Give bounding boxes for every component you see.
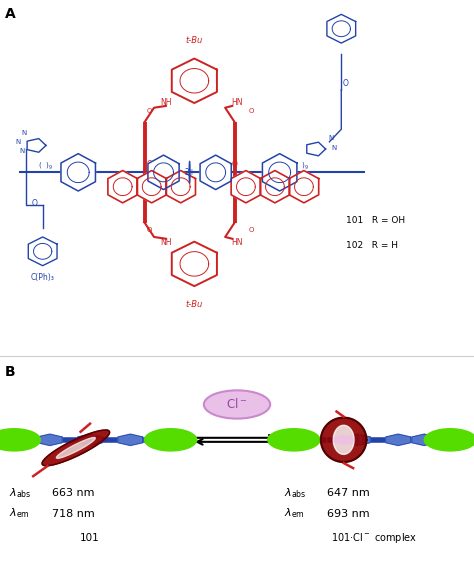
- Polygon shape: [172, 58, 217, 103]
- Text: $\lambda_{\mathrm{em}}$: $\lambda_{\mathrm{em}}$: [9, 507, 30, 521]
- Text: O: O: [146, 108, 152, 114]
- Polygon shape: [346, 434, 370, 445]
- Polygon shape: [166, 171, 195, 203]
- Text: 9: 9: [49, 165, 52, 171]
- Polygon shape: [260, 171, 290, 203]
- Text: $\lambda_{\mathrm{abs}}$: $\lambda_{\mathrm{abs}}$: [284, 486, 307, 500]
- Text: t-Bu: t-Bu: [186, 36, 203, 45]
- Text: HN: HN: [231, 98, 243, 107]
- Text: N: N: [15, 139, 20, 145]
- Polygon shape: [386, 434, 410, 445]
- Text: ): ): [45, 162, 48, 168]
- Text: 102   R = H: 102 R = H: [346, 241, 398, 250]
- Text: N: N: [328, 135, 334, 141]
- Text: A: A: [5, 7, 16, 21]
- Text: ): ): [301, 162, 304, 168]
- Text: (: (: [38, 162, 41, 168]
- Circle shape: [424, 429, 474, 451]
- Text: (: (: [294, 162, 297, 168]
- Text: 101   R = OH: 101 R = OH: [346, 215, 405, 224]
- Text: O: O: [343, 79, 349, 88]
- Text: NH: NH: [160, 238, 172, 247]
- Polygon shape: [200, 155, 231, 190]
- Polygon shape: [412, 434, 437, 445]
- Text: N: N: [19, 148, 25, 154]
- Polygon shape: [37, 434, 62, 445]
- Polygon shape: [263, 154, 297, 191]
- Polygon shape: [137, 171, 166, 203]
- Text: $\lambda_{\mathrm{abs}}$: $\lambda_{\mathrm{abs}}$: [9, 486, 32, 500]
- Polygon shape: [148, 155, 179, 190]
- Text: O: O: [248, 108, 254, 114]
- Polygon shape: [78, 434, 102, 445]
- Text: NH: NH: [160, 98, 172, 107]
- Text: 663 nm: 663 nm: [52, 489, 95, 498]
- Circle shape: [0, 429, 40, 451]
- Text: O: O: [232, 160, 237, 169]
- Polygon shape: [289, 171, 319, 203]
- Text: N: N: [21, 130, 27, 136]
- Circle shape: [268, 429, 320, 451]
- Polygon shape: [321, 417, 366, 462]
- Text: t-Bu: t-Bu: [186, 300, 203, 309]
- Text: 2+: 2+: [184, 168, 195, 177]
- Polygon shape: [327, 15, 356, 43]
- Text: HN: HN: [231, 238, 243, 247]
- Polygon shape: [172, 242, 217, 286]
- Circle shape: [145, 429, 197, 451]
- Circle shape: [204, 390, 270, 419]
- Text: 9: 9: [305, 165, 308, 171]
- Polygon shape: [56, 438, 95, 458]
- Polygon shape: [28, 237, 57, 266]
- Text: C(Ph)₃: C(Ph)₃: [31, 273, 55, 282]
- Text: O: O: [32, 200, 37, 209]
- Ellipse shape: [334, 436, 353, 444]
- Polygon shape: [61, 154, 95, 191]
- Text: O: O: [146, 160, 152, 169]
- Text: B: B: [5, 365, 15, 379]
- Text: O: O: [248, 227, 254, 233]
- Polygon shape: [231, 171, 261, 203]
- Text: $\lambda_{\mathrm{em}}$: $\lambda_{\mathrm{em}}$: [284, 507, 305, 521]
- Text: 693 nm: 693 nm: [327, 509, 370, 518]
- Text: R: R: [149, 173, 155, 182]
- Text: 101: 101: [80, 533, 100, 543]
- Text: O: O: [146, 227, 152, 233]
- Text: N: N: [332, 145, 337, 151]
- Polygon shape: [333, 425, 354, 454]
- Polygon shape: [108, 171, 137, 203]
- Polygon shape: [118, 434, 143, 445]
- Text: 718 nm: 718 nm: [52, 509, 95, 518]
- Text: 647 nm: 647 nm: [327, 489, 370, 498]
- Text: Cl$^-$: Cl$^-$: [227, 398, 247, 411]
- Text: 101·Cl$^-$ complex: 101·Cl$^-$ complex: [331, 531, 418, 545]
- Polygon shape: [42, 430, 109, 466]
